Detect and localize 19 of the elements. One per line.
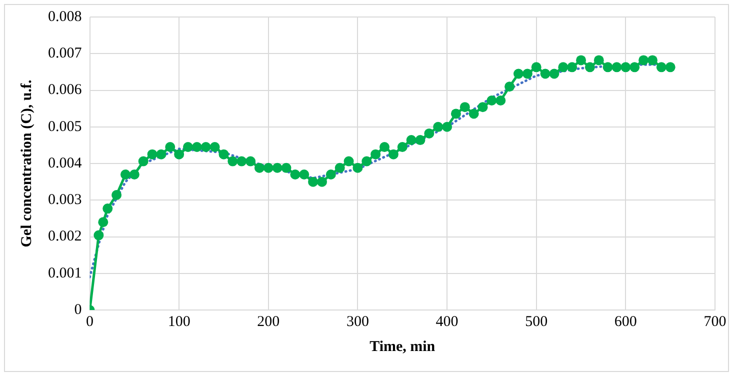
x-axis-title: Time, min [370,338,436,355]
x-tick-label: 100 [168,314,190,330]
x-tick-label: 600 [614,314,637,330]
x-tick-label: 200 [257,314,280,330]
y-tick-label: 0.001 [48,265,82,282]
x-tick-label: 500 [525,314,548,330]
y-tick-label: 0 [74,302,82,318]
y-tick-label: 0.005 [48,118,82,135]
x-tick-label: 300 [346,314,369,330]
y-axis-title: Gel concentration (C), u.f. [18,80,35,248]
x-tick-label: 700 [704,314,726,330]
y-tick-label: 0.002 [48,228,82,245]
y-tick-label: 0.008 [48,8,82,25]
y-tick-label: 0.003 [48,192,82,208]
y-tick-label: 0.006 [48,82,82,98]
x-tick-label: 0 [86,314,94,330]
y-tick-label: 0.004 [48,155,82,172]
y-tick-label: 0.007 [48,46,82,62]
x-tick-label: 400 [436,314,458,330]
